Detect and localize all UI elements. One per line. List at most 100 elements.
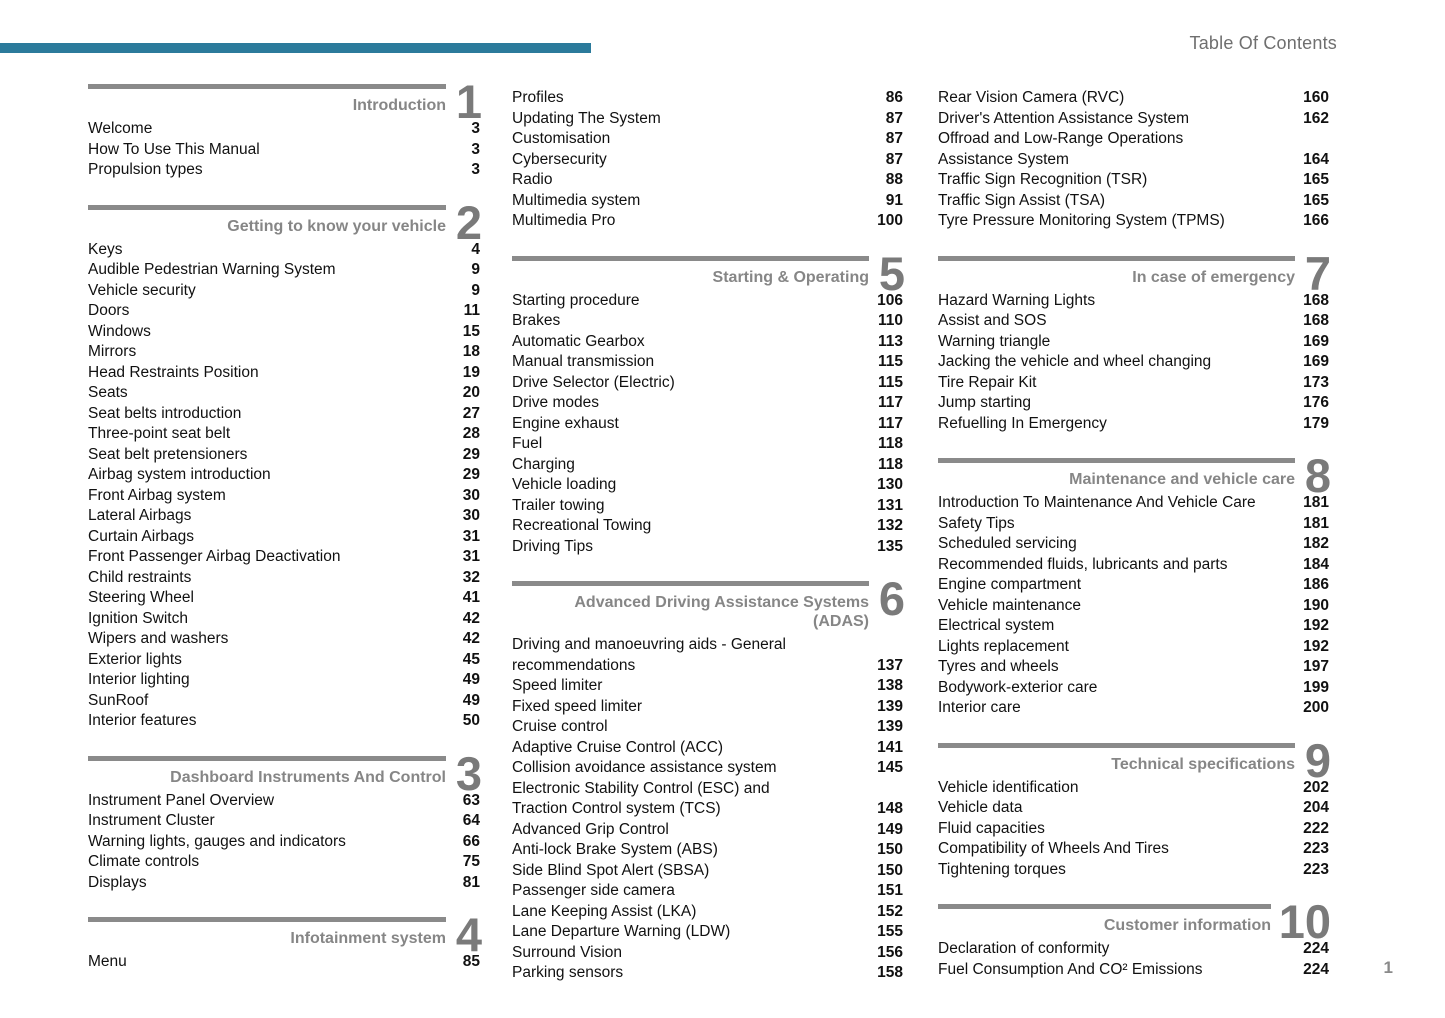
toc-entry[interactable]: Displays 81 [88, 873, 480, 894]
toc-entry[interactable]: Charging 118 [512, 455, 903, 476]
toc-entry[interactable]: Welcome 3 [88, 119, 480, 140]
toc-entry[interactable]: Collision avoidance assistance system 145 [512, 758, 903, 779]
toc-entry[interactable]: Scheduled servicing 182 [938, 534, 1329, 555]
toc-entry[interactable]: Multimedia Pro 100 [512, 211, 903, 232]
toc-entry[interactable]: Compatibility of Wheels And Tires 223 [938, 839, 1329, 860]
toc-entry[interactable]: Traffic Sign Assist (TSA) 165 [938, 191, 1329, 212]
toc-entry[interactable]: Seat belt pretensioners 29 [88, 445, 480, 466]
toc-entry[interactable]: Brakes 110 [512, 311, 903, 332]
toc-entry[interactable]: Vehicle data 204 [938, 798, 1329, 819]
toc-entry[interactable]: Introduction To Maintenance And Vehicle … [938, 493, 1329, 514]
toc-entry[interactable]: Cruise control 139 [512, 717, 903, 738]
toc-entry[interactable]: Anti-lock Brake System (ABS) 150 [512, 840, 903, 861]
toc-entry[interactable]: Jump starting 176 [938, 393, 1329, 414]
toc-entry[interactable]: Passenger side camera 151 [512, 881, 903, 902]
toc-entry[interactable]: Wipers and washers 42 [88, 629, 480, 650]
toc-entry[interactable]: Exterior lights 45 [88, 650, 480, 671]
toc-entry[interactable]: Fixed speed limiter 139 [512, 697, 903, 718]
toc-entry[interactable]: Tyres and wheels 197 [938, 657, 1329, 678]
toc-entry[interactable]: Front Passenger Airbag Deactivation 31 [88, 547, 480, 568]
toc-entry[interactable]: Customisation 87 [512, 129, 903, 150]
toc-entry[interactable]: Rear Vision Camera (RVC) 160 [938, 88, 1329, 109]
toc-entry[interactable]: Drive modes 117 [512, 393, 903, 414]
toc-entry[interactable]: Drive Selector (Electric) 115 [512, 373, 903, 394]
toc-entry[interactable]: Side Blind Spot Alert (SBSA) 150 [512, 861, 903, 882]
toc-entry[interactable]: Fuel 118 [512, 434, 903, 455]
toc-entry[interactable]: Advanced Grip Control 149 [512, 820, 903, 841]
toc-entry[interactable]: SunRoof 49 [88, 691, 480, 712]
toc-entry[interactable]: Starting procedure 106 [512, 291, 903, 312]
toc-entry[interactable]: Vehicle loading 130 [512, 475, 903, 496]
toc-entry[interactable]: Interior features 50 [88, 711, 480, 732]
toc-entry[interactable]: Seat belts introduction 27 [88, 404, 480, 425]
toc-entry[interactable]: Profiles 86 [512, 88, 903, 109]
toc-entry[interactable]: Surround Vision 156 [512, 943, 903, 964]
toc-entry[interactable]: Propulsion types 3 [88, 160, 480, 181]
toc-entry[interactable]: Airbag system introduction 29 [88, 465, 480, 486]
toc-entry[interactable]: Driving and manoeuvring aids - General r… [512, 635, 903, 676]
toc-entry[interactable]: Fluid capacities 222 [938, 819, 1329, 840]
toc-entry[interactable]: Traffic Sign Recognition (TSR) 165 [938, 170, 1329, 191]
toc-entry[interactable]: Offroad and Low-Range Operations Assista… [938, 129, 1329, 170]
toc-entry[interactable]: Manual transmission 115 [512, 352, 903, 373]
toc-entry[interactable]: Seats 20 [88, 383, 480, 404]
toc-entry[interactable]: Radio 88 [512, 170, 903, 191]
toc-entry[interactable]: Recommended fluids, lubricants and parts… [938, 555, 1329, 576]
toc-entry[interactable]: Speed limiter 138 [512, 676, 903, 697]
toc-entry[interactable]: Steering Wheel 41 [88, 588, 480, 609]
toc-entry[interactable]: Hazard Warning Lights 168 [938, 291, 1329, 312]
toc-entry[interactable]: Trailer towing 131 [512, 496, 903, 517]
toc-entry[interactable]: Fuel Consumption And CO² Emissions 224 [938, 960, 1329, 981]
toc-entry[interactable]: Tyre Pressure Monitoring System (TPMS) 16… [938, 211, 1329, 232]
toc-entry[interactable]: Tightening torques 223 [938, 860, 1329, 881]
toc-entry[interactable]: Electronic Stability Control (ESC) and T… [512, 779, 903, 820]
toc-entry[interactable]: Vehicle security 9 [88, 281, 480, 302]
toc-entry[interactable]: Electrical system 192 [938, 616, 1329, 637]
toc-entry[interactable]: Vehicle maintenance 190 [938, 596, 1329, 617]
toc-entry[interactable]: Jacking the vehicle and wheel changing 16… [938, 352, 1329, 373]
toc-entry[interactable]: Engine exhaust 117 [512, 414, 903, 435]
toc-entry[interactable]: Child restraints 32 [88, 568, 480, 589]
toc-entry[interactable]: Curtain Airbags 31 [88, 527, 480, 548]
toc-entry[interactable]: Doors 11 [88, 301, 480, 322]
toc-entry[interactable]: Lane Keeping Assist (LKA) 152 [512, 902, 903, 923]
toc-entry[interactable]: Declaration of conformity 224 [938, 939, 1329, 960]
toc-entry[interactable]: Instrument Panel Overview 63 [88, 791, 480, 812]
toc-entry[interactable]: Climate controls 75 [88, 852, 480, 873]
toc-entry[interactable]: Cybersecurity 87 [512, 150, 903, 171]
toc-entry[interactable]: Recreational Towing 132 [512, 516, 903, 537]
toc-entry[interactable]: Vehicle identification 202 [938, 778, 1329, 799]
toc-entry[interactable]: Interior lighting 49 [88, 670, 480, 691]
toc-entry[interactable]: How To Use This Manual 3 [88, 140, 480, 161]
toc-entry[interactable]: Safety Tips 181 [938, 514, 1329, 535]
toc-entry[interactable]: Engine compartment 186 [938, 575, 1329, 596]
toc-entry[interactable]: Interior care 200 [938, 698, 1329, 719]
toc-entry[interactable]: Front Airbag system 30 [88, 486, 480, 507]
toc-entry[interactable]: Refuelling In Emergency 179 [938, 414, 1329, 435]
toc-entry[interactable]: Warning lights, gauges and indicators 66 [88, 832, 480, 853]
toc-entry[interactable]: Driving Tips 135 [512, 537, 903, 558]
toc-entry[interactable]: Ignition Switch 42 [88, 609, 480, 630]
toc-entry[interactable]: Multimedia system 91 [512, 191, 903, 212]
toc-entry[interactable]: Assist and SOS 168 [938, 311, 1329, 332]
toc-entry[interactable]: Mirrors 18 [88, 342, 480, 363]
toc-entry[interactable]: Updating The System 87 [512, 109, 903, 130]
toc-entry[interactable]: Automatic Gearbox 113 [512, 332, 903, 353]
toc-entry[interactable]: Driver's Attention Assistance System 162 [938, 109, 1329, 130]
toc-entry[interactable]: Parking sensors 158 [512, 963, 903, 984]
toc-entry[interactable]: Head Restraints Position 19 [88, 363, 480, 384]
toc-entry[interactable]: Lights replacement 192 [938, 637, 1329, 658]
toc-entry[interactable]: Keys 4 [88, 240, 480, 261]
toc-entry[interactable]: Tire Repair Kit 173 [938, 373, 1329, 394]
toc-entry-page: 168 [1303, 291, 1329, 309]
toc-entry[interactable]: Instrument Cluster 64 [88, 811, 480, 832]
toc-entry[interactable]: Lane Departure Warning (LDW) 155 [512, 922, 903, 943]
toc-entry[interactable]: Menu 85 [88, 952, 480, 973]
toc-entry[interactable]: Warning triangle 169 [938, 332, 1329, 353]
toc-entry[interactable]: Three-point seat belt 28 [88, 424, 480, 445]
toc-entry[interactable]: Adaptive Cruise Control (ACC) 141 [512, 738, 903, 759]
toc-entry[interactable]: Windows 15 [88, 322, 480, 343]
toc-entry[interactable]: Bodywork-exterior care 199 [938, 678, 1329, 699]
toc-entry[interactable]: Lateral Airbags 30 [88, 506, 480, 527]
toc-entry[interactable]: Audible Pedestrian Warning System 9 [88, 260, 480, 281]
